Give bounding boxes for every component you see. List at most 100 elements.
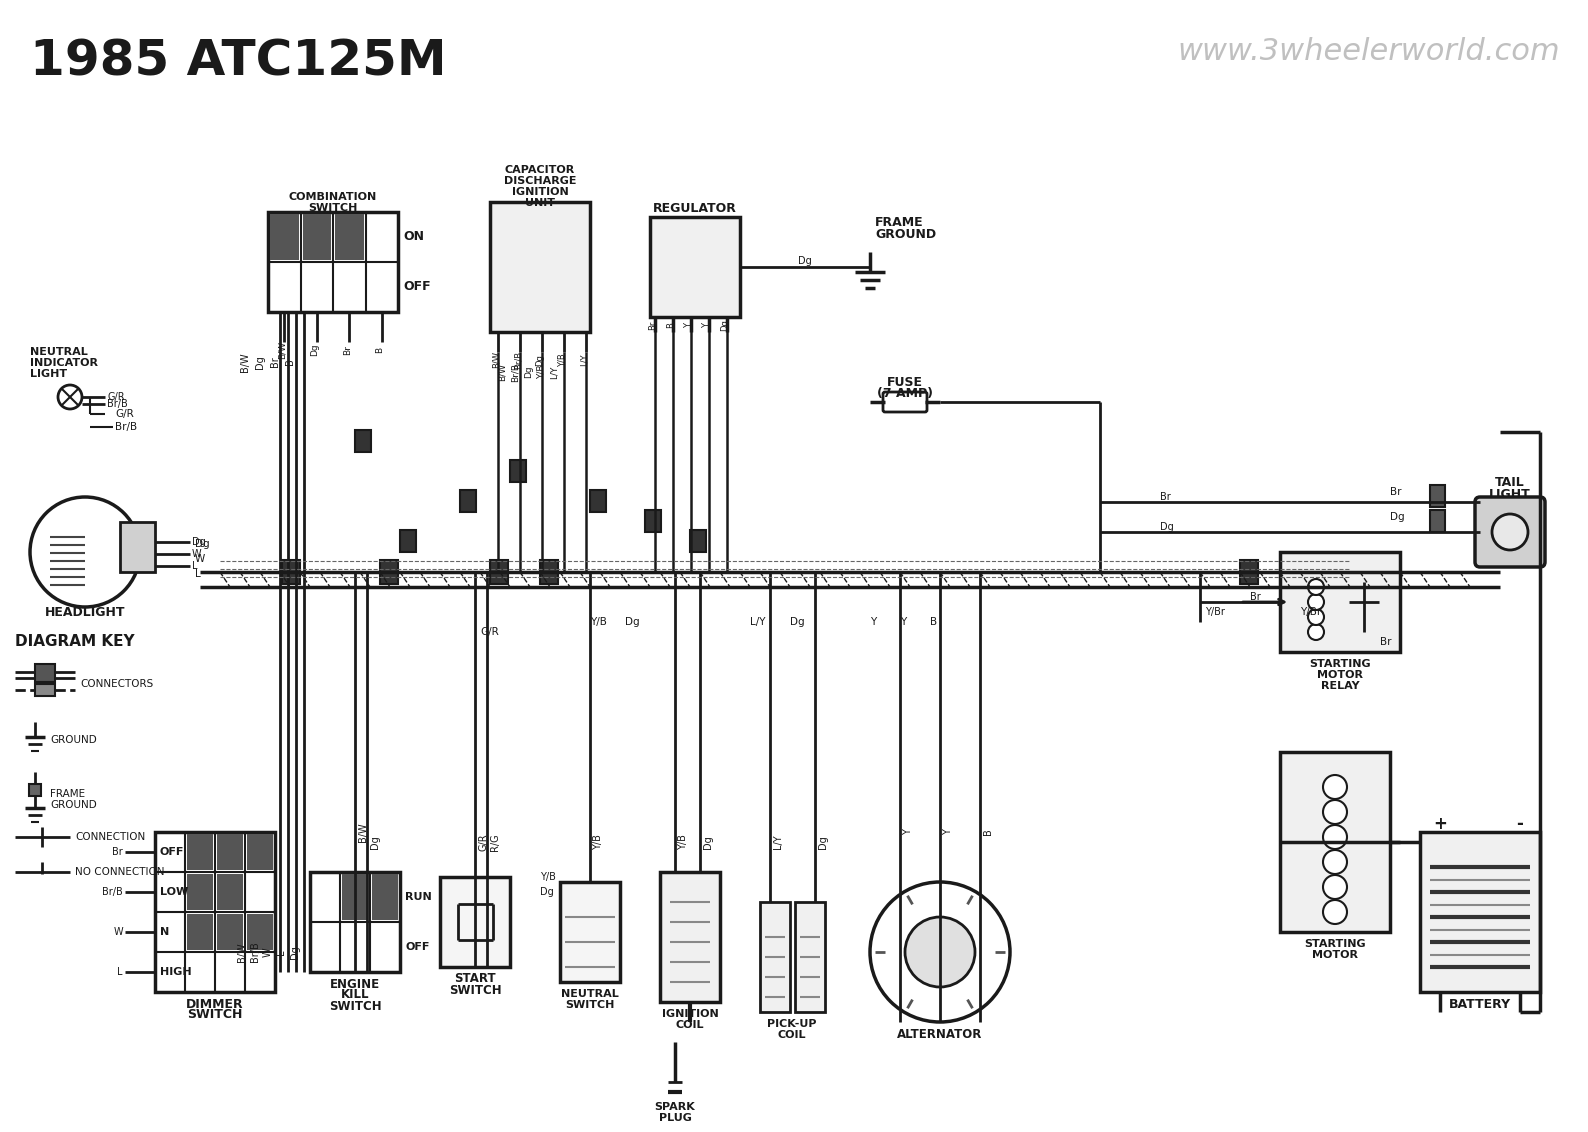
Bar	[645, 511, 661, 532]
Text: B: B	[667, 323, 675, 328]
Text: SWITCH: SWITCH	[449, 984, 502, 996]
Text: N: N	[160, 927, 170, 937]
Bar	[461, 490, 476, 512]
Text: Y/B: Y/B	[557, 353, 567, 367]
Text: Br: Br	[648, 320, 657, 329]
Circle shape	[1309, 624, 1324, 640]
Circle shape	[1323, 825, 1347, 849]
Text: Br: Br	[1380, 637, 1391, 648]
Text: SWITCH: SWITCH	[565, 1000, 615, 1010]
Bar	[218, 874, 243, 910]
Bar	[1431, 484, 1445, 507]
Text: SWITCH: SWITCH	[308, 203, 357, 213]
Text: FUSE: FUSE	[888, 376, 923, 388]
Text: NO CONNECTION: NO CONNECTION	[75, 867, 165, 877]
Text: STARTING: STARTING	[1304, 940, 1366, 949]
Text: IGNITION: IGNITION	[662, 1009, 718, 1019]
Bar	[218, 834, 243, 871]
Bar	[248, 914, 273, 950]
Text: GROUND: GROUND	[49, 800, 97, 811]
Text: -: -	[1517, 815, 1523, 833]
Circle shape	[1323, 875, 1347, 899]
Text: PICK-UP: PICK-UP	[767, 1019, 816, 1029]
Text: Br: Br	[270, 357, 279, 368]
Text: Y: Y	[943, 829, 953, 835]
Bar	[661, 872, 719, 1002]
Text: Br: Br	[1390, 487, 1402, 497]
Text: Br/B: Br/B	[513, 351, 522, 369]
Circle shape	[1323, 775, 1347, 799]
Circle shape	[1323, 900, 1347, 924]
Text: Dg: Dg	[256, 355, 265, 369]
Bar	[561, 882, 619, 981]
Bar	[121, 522, 156, 572]
Text: START: START	[454, 972, 495, 986]
Text: SWITCH: SWITCH	[329, 1000, 381, 1012]
Circle shape	[30, 497, 140, 607]
Text: UNIT: UNIT	[526, 198, 554, 208]
Text: ALTERNATOR: ALTERNATOR	[897, 1028, 983, 1040]
Text: Br: Br	[1250, 592, 1261, 602]
Text: Dg: Dg	[626, 617, 640, 627]
Text: CONNECTION: CONNECTION	[75, 832, 145, 842]
Text: Br/B: Br/B	[106, 398, 127, 409]
Bar	[591, 490, 607, 512]
Circle shape	[1323, 850, 1347, 874]
Text: L/Y: L/Y	[750, 617, 765, 627]
Text: NEUTRAL: NEUTRAL	[561, 989, 619, 1000]
Text: Y/B: Y/B	[537, 365, 546, 379]
Bar	[1420, 832, 1540, 992]
Text: Dg: Dg	[195, 539, 210, 549]
Text: Dg: Dg	[818, 835, 827, 849]
Text: Y: Y	[870, 617, 877, 627]
Text: FRAME: FRAME	[875, 215, 924, 229]
Bar	[761, 902, 789, 1012]
Text: Br/B: Br/B	[511, 362, 519, 381]
Circle shape	[1309, 594, 1324, 610]
Text: Dg: Dg	[789, 617, 805, 627]
Circle shape	[1493, 514, 1528, 550]
Text: ON: ON	[403, 231, 424, 243]
Bar	[218, 914, 243, 950]
Text: Dg: Dg	[703, 835, 713, 849]
Circle shape	[1323, 800, 1347, 824]
Bar	[356, 430, 372, 452]
Text: Y/B: Y/B	[592, 834, 603, 850]
Text: G/R: G/R	[480, 627, 499, 637]
Bar	[335, 214, 364, 260]
Text: 1985 ATC125M: 1985 ATC125M	[30, 37, 446, 85]
Text: STARTING: STARTING	[1309, 659, 1370, 669]
Text: G/R: G/R	[478, 833, 488, 851]
Text: KILL: KILL	[341, 988, 370, 1002]
Text: Dg: Dg	[1390, 512, 1405, 522]
Text: G/R: G/R	[114, 409, 133, 419]
Text: Br/B: Br/B	[102, 887, 122, 897]
Circle shape	[870, 882, 1010, 1022]
Text: Y/B: Y/B	[678, 834, 688, 850]
Text: W: W	[113, 927, 122, 937]
Text: Dg: Dg	[291, 945, 300, 959]
Text: ENGINE: ENGINE	[330, 978, 380, 990]
Text: Dg: Dg	[192, 537, 206, 547]
Text: Y/B: Y/B	[591, 617, 607, 627]
Bar	[35, 684, 56, 696]
Text: B: B	[375, 346, 384, 353]
Text: MOTOR: MOTOR	[1312, 950, 1358, 960]
Text: NEUTRAL: NEUTRAL	[30, 348, 87, 357]
Bar	[156, 832, 275, 992]
Text: Y: Y	[702, 323, 711, 327]
Text: Y/B: Y/B	[540, 872, 556, 882]
Text: W: W	[195, 554, 205, 564]
Text: Br: Br	[343, 345, 353, 355]
Text: Br/B: Br/B	[249, 942, 260, 962]
Text: IGNITION: IGNITION	[511, 187, 569, 197]
Text: RUN: RUN	[405, 892, 432, 902]
FancyBboxPatch shape	[883, 392, 927, 412]
Text: LIGHT: LIGHT	[1490, 488, 1531, 500]
Text: FRAME: FRAME	[49, 789, 86, 799]
Text: DIMMER: DIMMER	[186, 997, 245, 1011]
Text: OFF: OFF	[403, 281, 430, 293]
Text: GROUND: GROUND	[875, 228, 935, 240]
Bar	[510, 460, 526, 482]
Text: B: B	[931, 617, 937, 627]
